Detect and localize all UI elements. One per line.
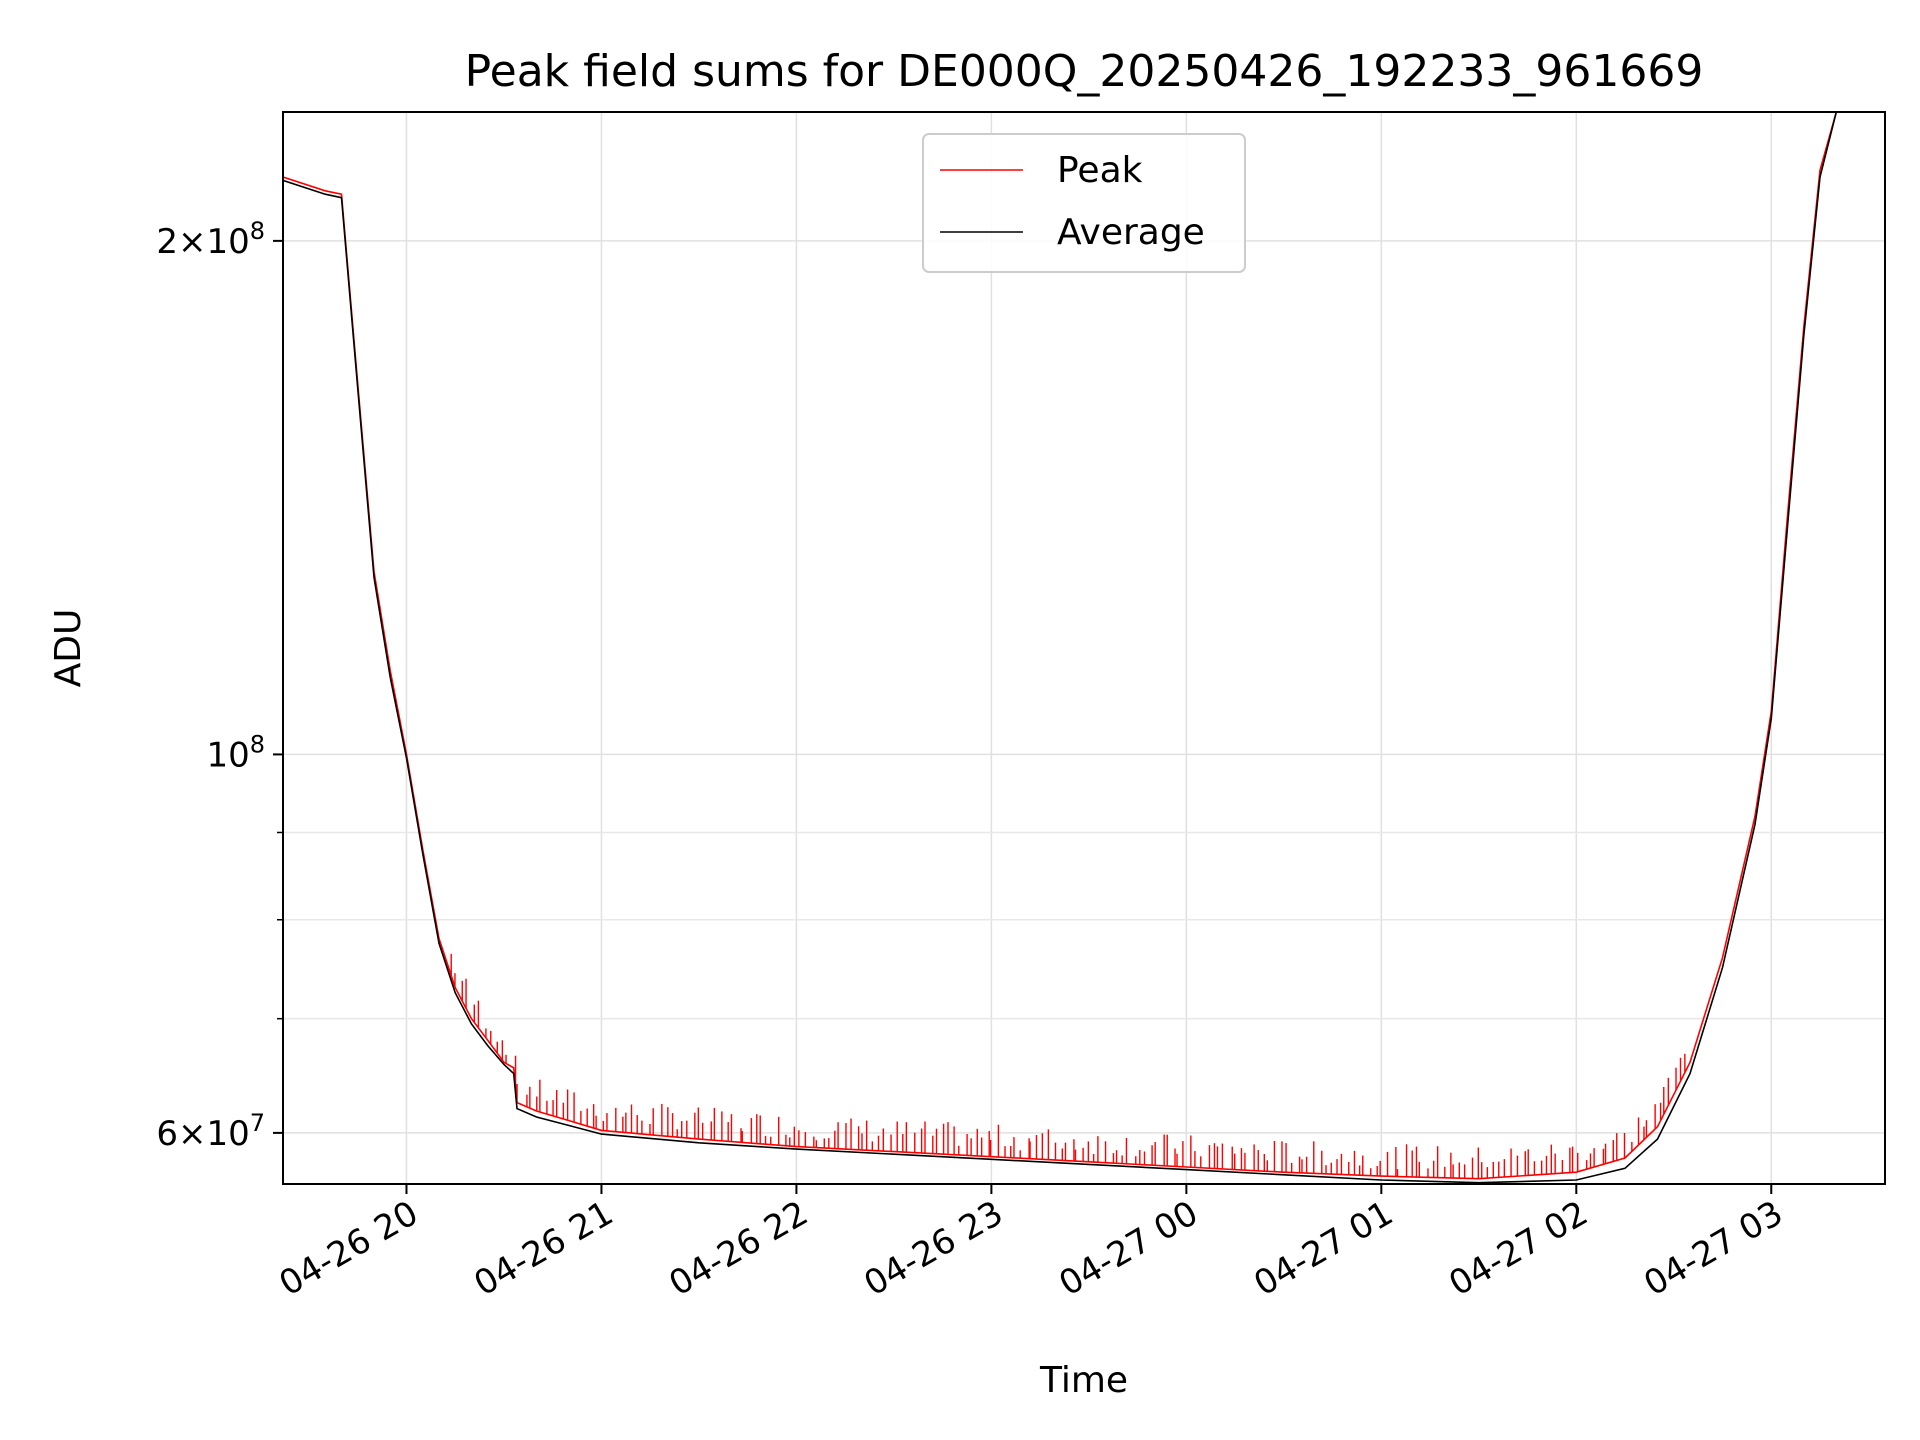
legend-label-peak: Peak [1057,150,1143,191]
legend-label-average: Average [1057,212,1205,253]
y-axis: 6×107 108 2×108 [156,217,283,1154]
series-layer [283,112,1838,1184]
legend-box [922,133,1246,273]
x-axis-label: Time [1039,1360,1128,1401]
series-line-average [283,112,1838,1184]
y-axis-label: ADU [48,609,89,688]
plot-frame [282,111,1886,1185]
y-tick-label: 108 [206,730,265,775]
y-tick-label: 6×107 [156,1109,265,1154]
legend: Peak Average [922,133,1246,273]
chart-title: Peak field sums for DE000Q_20250426_1922… [465,46,1704,97]
y-tick-label: 2×108 [156,217,265,262]
